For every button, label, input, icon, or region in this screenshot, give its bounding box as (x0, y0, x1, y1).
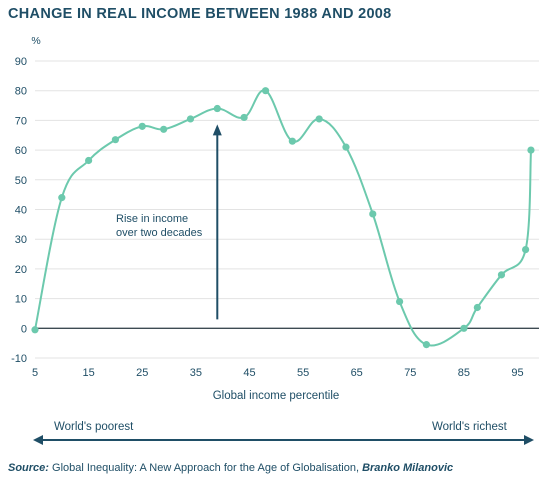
source-note: Source: Global Inequality: A New Approac… (8, 462, 453, 474)
data-point (240, 113, 248, 122)
line-chart: -10 0 10 20 30 40 50 60 70 80 90 5 15 25 35 45 55 65 75 85… (11, 35, 539, 445)
rise-arrowhead (212, 124, 222, 136)
data-point (160, 125, 168, 133)
x-tick-label: 5 (32, 367, 38, 379)
series-line (34, 89, 532, 347)
data-point (261, 87, 270, 95)
y-tick-label: 40 (15, 205, 27, 217)
y-tick-label: 70 (15, 115, 27, 127)
data-point (497, 271, 506, 279)
data-point (186, 115, 195, 123)
span-arrow (33, 435, 534, 445)
y-tick-label: 30 (15, 234, 27, 246)
source-label: Source: (8, 462, 49, 474)
y-tick-label: 90 (15, 56, 27, 68)
data-point (31, 326, 39, 334)
data-point (369, 210, 377, 218)
y-tick-label: 20 (15, 264, 27, 276)
x-tick-label: 95 (511, 367, 523, 379)
source-author: Branko Milanovic (362, 462, 454, 474)
data-point (58, 194, 66, 202)
data-point (395, 297, 404, 306)
source-work: Global Inequality: A New Approach for th… (48, 462, 363, 474)
x-tick-label: 25 (136, 367, 148, 379)
y-tick-label: 50 (15, 175, 27, 187)
x-tick-labels: 5 15 25 35 45 55 65 75 85 95 (32, 367, 524, 379)
x-tick-label: 75 (404, 367, 416, 379)
data-point (288, 137, 296, 145)
y-tick-labels: -10 0 10 20 30 40 50 60 70 80 90 (11, 56, 27, 365)
x-tick-label: 65 (351, 367, 363, 379)
y-tick-label: 10 (15, 294, 27, 306)
y-tick-label: 60 (15, 145, 27, 157)
x-tick-label: 85 (458, 367, 470, 379)
chart-title: CHANGE IN REAL INCOME BETWEEN 1988 AND 2… (8, 6, 392, 22)
annotation-line-1: Rise in income (116, 213, 188, 225)
data-point (527, 146, 535, 154)
data-point (213, 104, 221, 113)
data-point (473, 303, 481, 312)
data-point (111, 136, 120, 144)
x-tick-label: 55 (297, 367, 309, 379)
x-tick-label: 45 (243, 367, 255, 379)
x-axis-label: Global income percentile (213, 390, 340, 402)
data-point (315, 115, 323, 123)
gridlines (35, 60, 539, 359)
y-axis-label: % (31, 35, 40, 47)
data-point (342, 143, 350, 151)
y-tick-label: 0 (21, 323, 27, 335)
annotation-line-2: over two decades (116, 227, 203, 239)
x-tick-label: 15 (82, 367, 94, 379)
y-tick-label: 80 (15, 86, 27, 98)
richest-label: World's richest (432, 421, 507, 433)
data-point (422, 341, 431, 349)
x-tick-label: 35 (190, 367, 202, 379)
data-point (521, 245, 530, 254)
poorest-label: World's poorest (54, 421, 134, 433)
y-tick-label: -10 (11, 353, 27, 365)
data-point (460, 324, 468, 332)
data-point (85, 156, 93, 165)
data-point (138, 122, 146, 130)
series-points (31, 87, 535, 349)
